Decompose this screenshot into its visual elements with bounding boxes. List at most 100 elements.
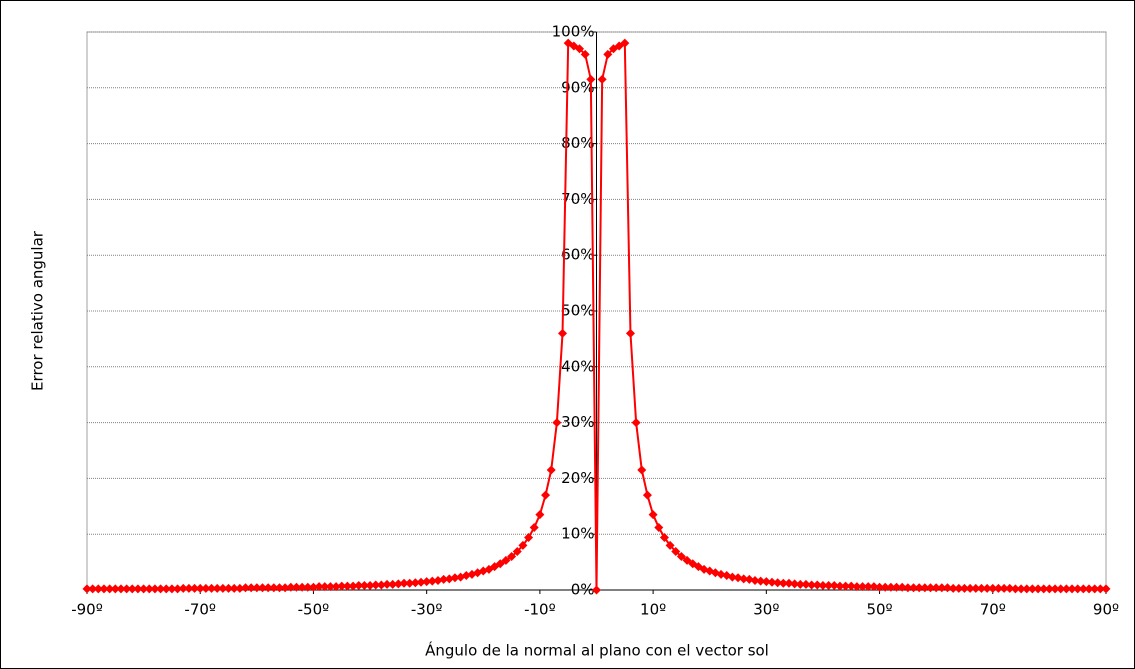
- data-point: [824, 581, 834, 591]
- data-point: [541, 490, 551, 500]
- data-point: [642, 490, 652, 500]
- data-point: [433, 576, 443, 586]
- x-tick-label: -50º: [298, 601, 330, 619]
- data-point: [229, 583, 239, 593]
- data-point: [841, 581, 851, 591]
- data-point: [846, 581, 856, 591]
- data-point: [388, 579, 398, 589]
- data-point: [1010, 584, 1020, 594]
- data-point: [631, 418, 641, 428]
- data-point: [133, 584, 143, 594]
- data-point: [1095, 584, 1105, 594]
- y-tick-label: 50%: [561, 302, 594, 320]
- data-point: [807, 580, 817, 590]
- data-point: [1033, 584, 1043, 594]
- data-point: [603, 49, 613, 59]
- data-point: [524, 533, 534, 543]
- data-point: [518, 540, 528, 550]
- data-point: [439, 574, 449, 584]
- data-point: [303, 582, 313, 592]
- x-tick-label: 10º: [640, 601, 666, 619]
- data-point: [999, 583, 1009, 593]
- data-point: [93, 584, 103, 594]
- data-point: [733, 573, 743, 583]
- data-point: [325, 582, 335, 592]
- data-point: [314, 582, 324, 592]
- data-point: [982, 583, 992, 593]
- x-tick-label: -90º: [71, 601, 103, 619]
- x-tick-label: -30º: [411, 601, 443, 619]
- data-point: [190, 583, 200, 593]
- data-point: [1022, 584, 1032, 594]
- data-point: [620, 38, 630, 48]
- data-point: [676, 552, 686, 562]
- data-point: [1090, 584, 1100, 594]
- data-point: [127, 584, 137, 594]
- y-tick-label: 80%: [561, 134, 594, 152]
- y-tick-label: 10%: [561, 525, 594, 543]
- data-point: [195, 583, 205, 593]
- data-point: [575, 44, 585, 54]
- data-point: [1067, 584, 1077, 594]
- y-tick-label: 70%: [561, 190, 594, 208]
- data-point: [224, 583, 234, 593]
- data-point: [852, 582, 862, 592]
- data-point: [1016, 584, 1026, 594]
- x-tick-label: 70º: [980, 601, 1006, 619]
- data-point: [1050, 584, 1060, 594]
- data-point: [761, 577, 771, 587]
- data-point: [529, 523, 539, 533]
- data-point: [778, 578, 788, 588]
- data-point: [382, 579, 392, 589]
- x-tick-label: -70º: [184, 601, 216, 619]
- data-point: [444, 574, 454, 584]
- data-point: [269, 583, 279, 593]
- data-point: [252, 583, 262, 593]
- data-point: [1056, 584, 1066, 594]
- data-point: [988, 583, 998, 593]
- data-point: [750, 576, 760, 586]
- data-point: [122, 584, 132, 594]
- data-point: [993, 583, 1003, 593]
- data-point: [99, 584, 109, 594]
- y-tick-label: 100%: [552, 23, 595, 41]
- data-point: [331, 582, 341, 592]
- data-point: [727, 572, 737, 582]
- data-point: [1078, 584, 1088, 594]
- data-point: [875, 582, 885, 592]
- data-point: [558, 328, 568, 338]
- data-point: [937, 583, 947, 593]
- data-point: [948, 583, 958, 593]
- data-point: [393, 579, 403, 589]
- data-point: [654, 523, 664, 533]
- data-point: [858, 582, 868, 592]
- data-point: [637, 465, 647, 475]
- data-point: [207, 583, 217, 593]
- data-point: [926, 583, 936, 593]
- data-point: [320, 582, 330, 592]
- y-tick-label: 40%: [561, 357, 594, 375]
- data-point: [648, 510, 658, 520]
- y-tick-label: 90%: [561, 78, 594, 96]
- x-tick-label: 90º: [1093, 601, 1119, 619]
- data-point: [959, 583, 969, 593]
- data-point: [739, 574, 749, 584]
- data-point: [818, 581, 828, 591]
- data-point: [427, 576, 437, 586]
- data-point: [399, 578, 409, 588]
- data-point: [218, 583, 228, 593]
- data-point: [586, 74, 596, 84]
- data-point: [416, 577, 426, 587]
- data-point: [110, 584, 120, 594]
- data-point: [942, 583, 952, 593]
- y-axis-title: Error relativo angular: [29, 230, 47, 391]
- data-point: [920, 583, 930, 593]
- data-point: [405, 578, 415, 588]
- data-point: [665, 540, 675, 550]
- data-point: [931, 583, 941, 593]
- data-point: [954, 583, 964, 593]
- data-point: [903, 583, 913, 593]
- data-point: [592, 585, 601, 595]
- data-point: [235, 583, 245, 593]
- data-point: [274, 583, 284, 593]
